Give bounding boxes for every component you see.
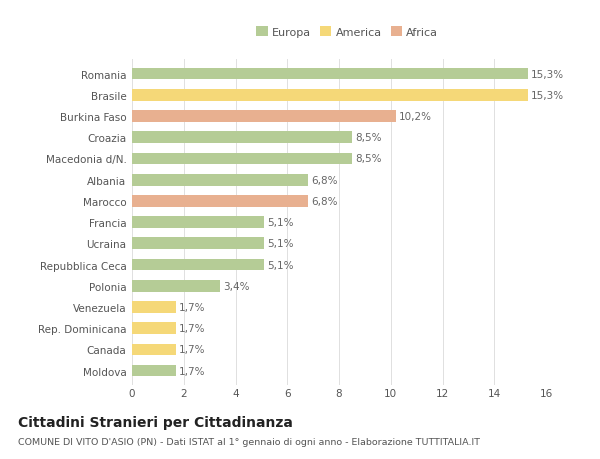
Bar (132, 280, 220, 292)
Bar (132, 217, 264, 229)
Bar (132, 238, 264, 250)
Text: 1,7%: 1,7% (179, 366, 206, 376)
Bar (132, 196, 308, 207)
Text: 5,1%: 5,1% (267, 218, 293, 228)
Text: 15,3%: 15,3% (531, 69, 564, 79)
Bar (132, 90, 528, 101)
Legend: Europa, America, Africa: Europa, America, Africa (252, 23, 443, 42)
Text: 5,1%: 5,1% (267, 260, 293, 270)
Text: Cittadini Stranieri per Cittadinanza: Cittadini Stranieri per Cittadinanza (18, 415, 293, 429)
Bar (132, 69, 528, 80)
Text: 1,7%: 1,7% (179, 324, 206, 333)
Text: 1,7%: 1,7% (179, 345, 206, 354)
Bar (132, 323, 176, 334)
Bar (132, 344, 176, 355)
Text: 10,2%: 10,2% (399, 112, 432, 122)
Text: 8,5%: 8,5% (355, 133, 382, 143)
Bar (132, 302, 176, 313)
Text: 6,8%: 6,8% (311, 196, 338, 207)
Text: 8,5%: 8,5% (355, 154, 382, 164)
Bar (132, 111, 396, 123)
Bar (132, 153, 352, 165)
Bar (132, 365, 176, 376)
Text: 5,1%: 5,1% (267, 239, 293, 249)
Text: 6,8%: 6,8% (311, 175, 338, 185)
Bar (132, 259, 264, 271)
Bar (132, 132, 352, 144)
Bar (132, 174, 308, 186)
Text: COMUNE DI VITO D'ASIO (PN) - Dati ISTAT al 1° gennaio di ogni anno - Elaborazion: COMUNE DI VITO D'ASIO (PN) - Dati ISTAT … (18, 437, 480, 446)
Text: 3,4%: 3,4% (223, 281, 250, 291)
Text: 15,3%: 15,3% (531, 91, 564, 101)
Text: 1,7%: 1,7% (179, 302, 206, 312)
